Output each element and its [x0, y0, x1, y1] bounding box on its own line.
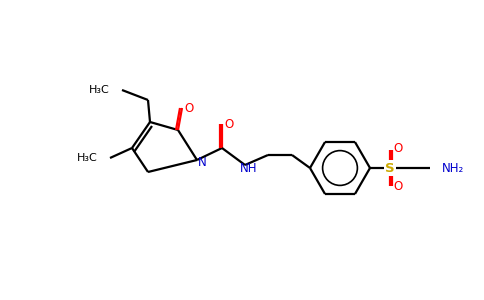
- Text: N: N: [197, 155, 206, 169]
- Text: S: S: [385, 161, 395, 175]
- Text: H₃C: H₃C: [89, 85, 110, 95]
- Text: H₃C: H₃C: [77, 153, 98, 163]
- Text: NH: NH: [240, 163, 258, 176]
- Text: O: O: [225, 118, 234, 130]
- Text: O: O: [393, 142, 403, 155]
- Text: O: O: [393, 181, 403, 194]
- Text: NH₂: NH₂: [442, 161, 464, 175]
- Text: O: O: [184, 101, 194, 115]
